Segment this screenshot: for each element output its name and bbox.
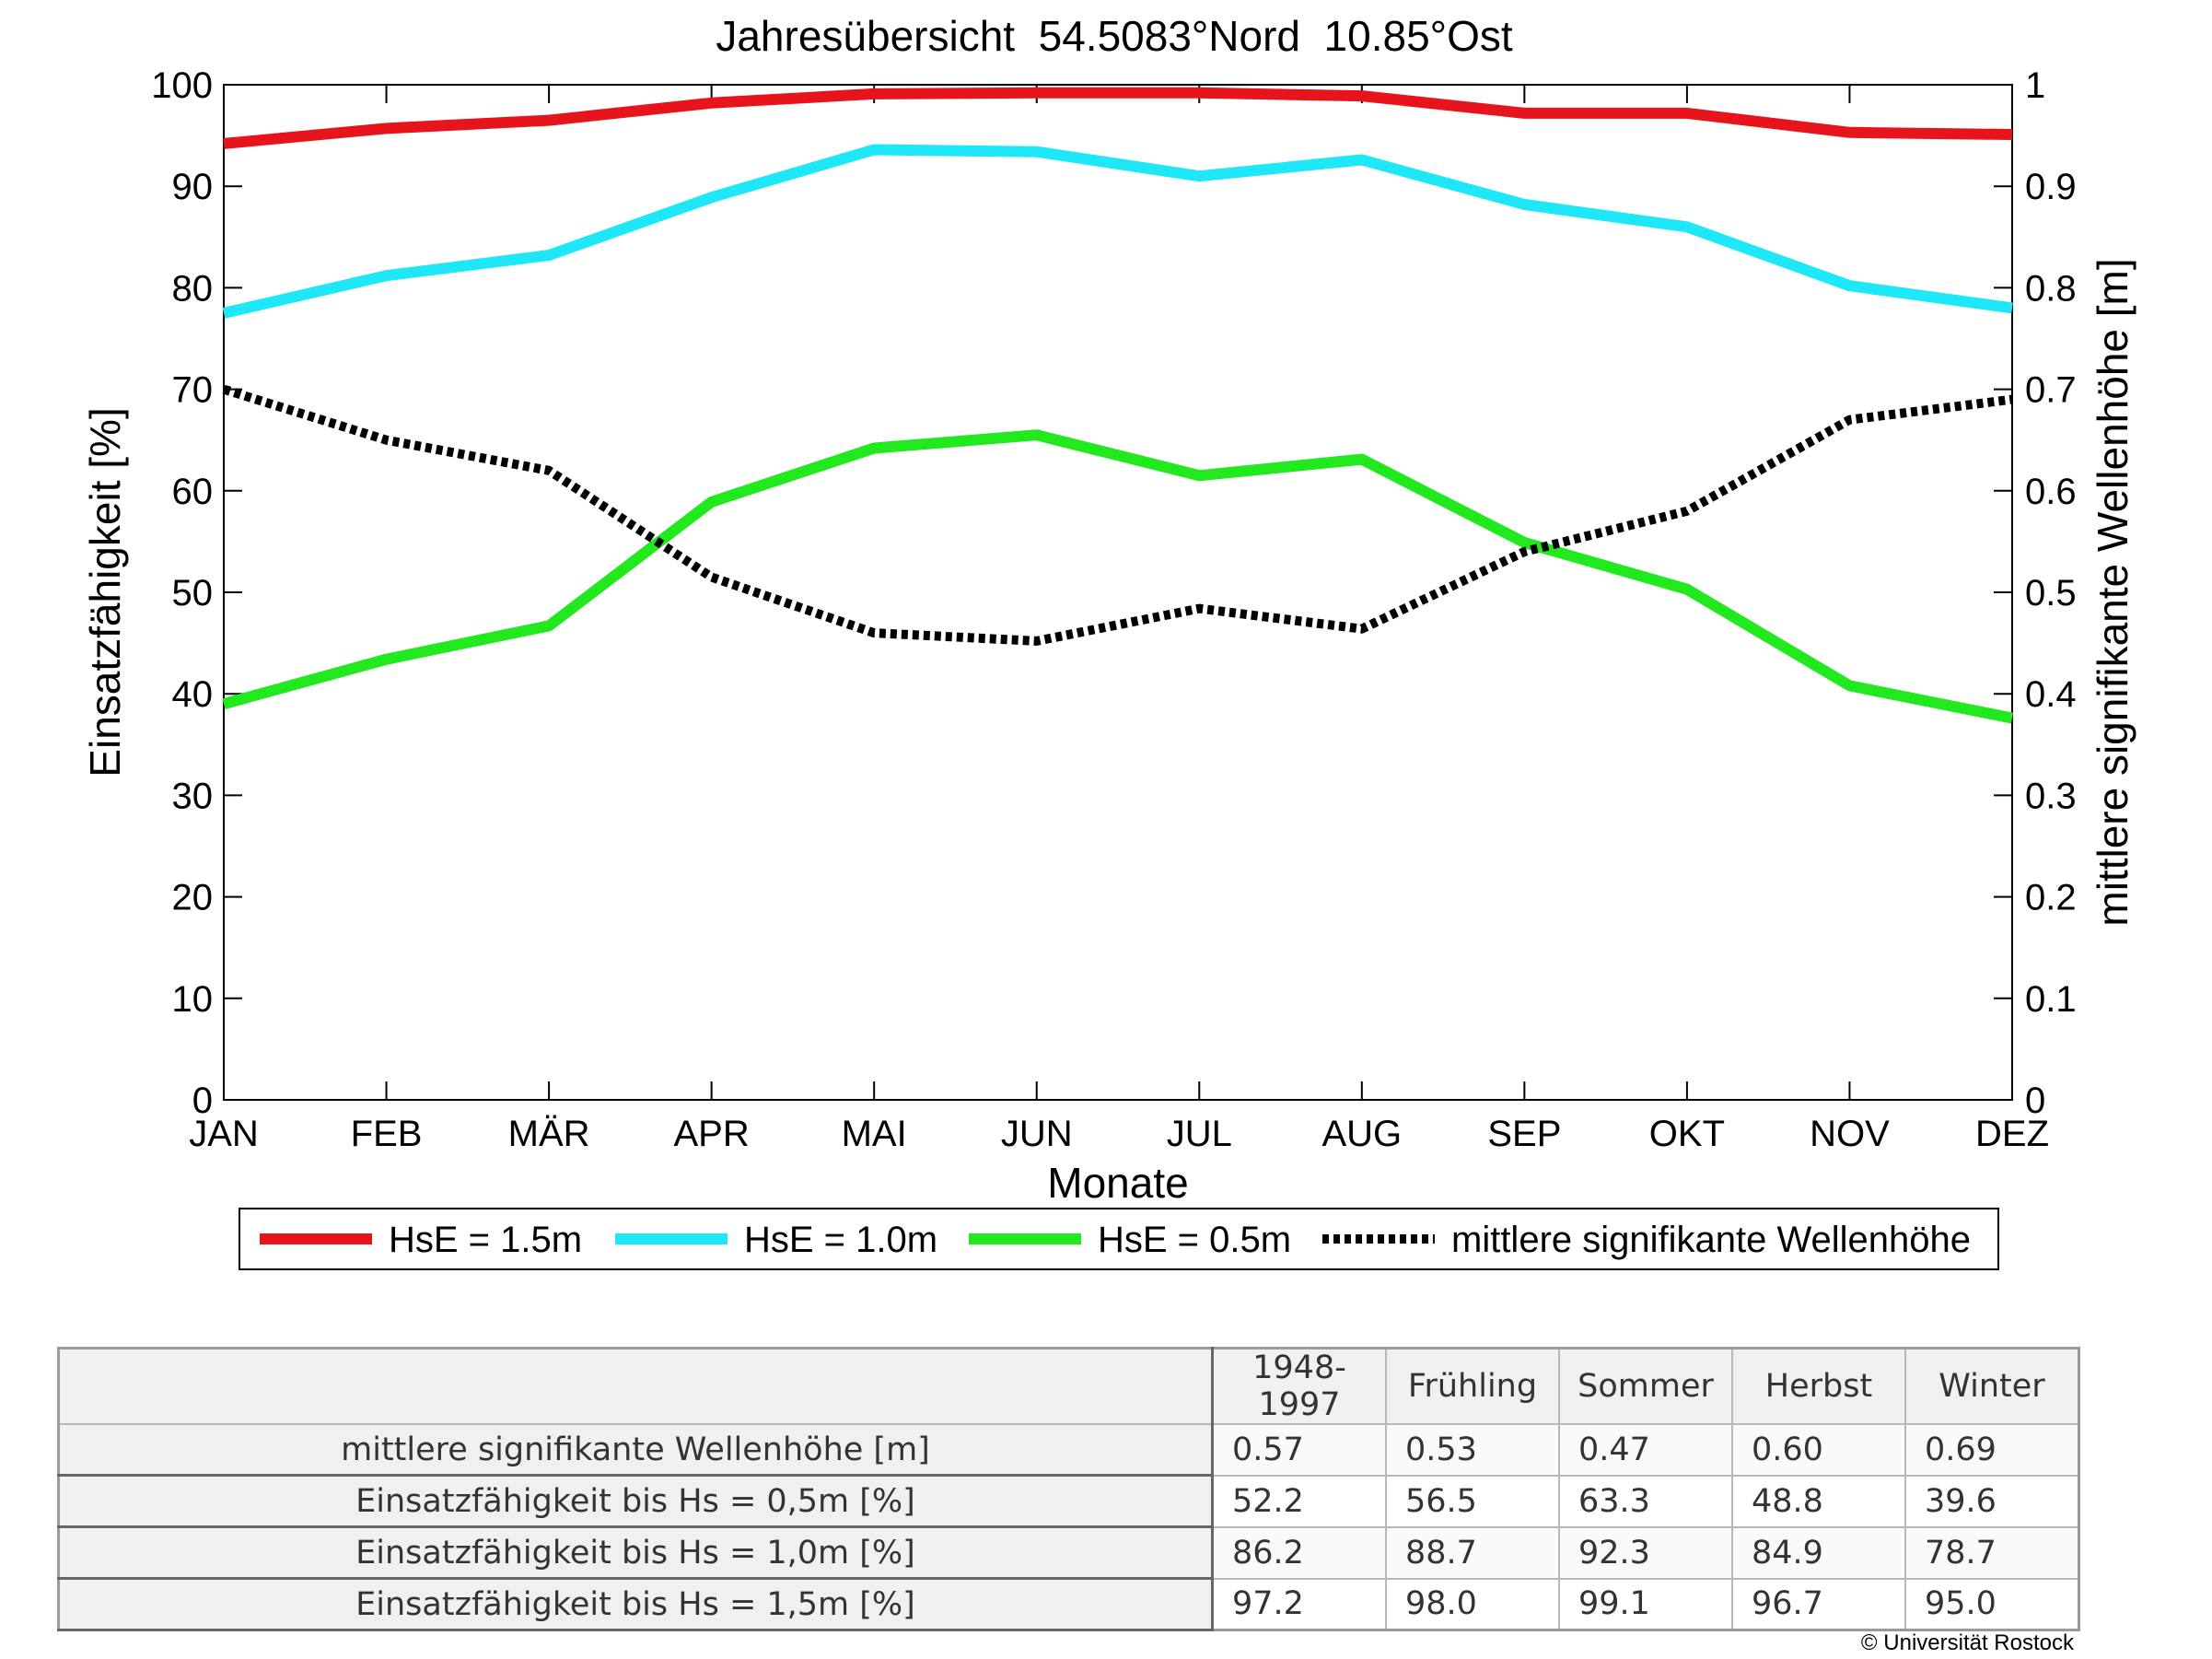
x-tick-label: SEP — [1487, 1114, 1561, 1154]
y-tick-label-left: 80 — [172, 268, 214, 309]
table-cell: 0.60 — [1731, 1423, 1906, 1477]
plot-area — [223, 84, 2013, 1101]
y-tick-label-left: 60 — [172, 472, 214, 512]
table-cell: 0.47 — [1558, 1423, 1733, 1477]
copyright-notice: © Universität Rostock — [1860, 1630, 2074, 1655]
y-tick-label-right: 0.3 — [2025, 776, 2077, 816]
y-tick-label-left: 70 — [172, 370, 214, 411]
table-row: Einsatzfähigkeit bis Hs = 1,5m [%] 97.2 … — [57, 1577, 2080, 1631]
y-axis-label-right: mittlere signifikante Wellenhöhe [m] — [2089, 258, 2136, 926]
statistics-table: 1948-1997 Frühling Sommer Herbst Winter … — [57, 1347, 2080, 1631]
series-lines — [222, 87, 2014, 724]
x-tick-label: JAN — [189, 1114, 259, 1154]
table-cell: 0.57 — [1211, 1423, 1387, 1477]
row-label: Einsatzfähigkeit bis Hs = 1,0m [%] — [57, 1525, 1214, 1580]
table-header-spring: Frühling — [1385, 1347, 1560, 1425]
x-axis-label: Monate — [1047, 1159, 1188, 1207]
table-cell: 96.7 — [1731, 1577, 1906, 1631]
series-line — [222, 429, 2014, 724]
y-tick-label-right: 0.4 — [2025, 674, 2077, 715]
table-header-autumn: Herbst — [1731, 1347, 1906, 1425]
row-label: Einsatzfähigkeit bis Hs = 1,5m [%] — [57, 1577, 1214, 1631]
table-cell: 48.8 — [1731, 1474, 1906, 1528]
y-tick-label-right: 0.5 — [2025, 573, 2077, 613]
x-tick-label: AUG — [1321, 1114, 1402, 1154]
legend: HsE = 1.5m HsE = 1.0m HsE = 0.5m mittlere s… — [239, 1208, 1999, 1270]
x-tick-label: JUN — [1001, 1114, 1073, 1154]
table-row: Einsatzfähigkeit bis Hs = 1,0m [%] 86.2 … — [57, 1525, 2080, 1580]
legend-label: HsE = 1.5m — [389, 1220, 582, 1260]
table-header-summer: Sommer — [1558, 1347, 1733, 1425]
y-tick-label-left: 0 — [192, 1081, 213, 1121]
table-cell: 52.2 — [1211, 1474, 1387, 1528]
y-tick-label-right: 0.7 — [2025, 370, 2077, 411]
series-line — [223, 87, 2013, 149]
axis-ticks: 0 10 20 30 40 50 60 70 80 90 100 0 0.1 0.2 0.3 0.4 0.5 0.… — [151, 65, 2076, 1154]
chart: Jahresübersicht 54.5083°Nord 10.85°Ost 0… — [81, 12, 2136, 1270]
table-cell: 0.69 — [1904, 1423, 2080, 1477]
table-cell: 63.3 — [1558, 1474, 1733, 1528]
x-tick-label: OKT — [1649, 1114, 1725, 1154]
table-header-row: 1948-1997 Frühling Sommer Herbst Winter — [57, 1347, 2080, 1425]
x-tick-label: MÄR — [508, 1114, 590, 1154]
series-line — [222, 144, 2013, 319]
y-axis-label-left: Einsatzfähigkeit [%] — [81, 407, 129, 777]
table-cell: 86.2 — [1211, 1525, 1387, 1580]
y-tick-label-right: 0 — [2025, 1081, 2045, 1121]
chart-title: Jahresübersicht 54.5083°Nord 10.85°Ost — [716, 12, 1513, 60]
y-tick-label-right: 0.9 — [2025, 167, 2077, 207]
table-row: Einsatzfähigkeit bis Hs = 0,5m [%] 52.2 … — [57, 1474, 2080, 1528]
y-tick-label-left: 40 — [172, 674, 214, 715]
legend-label: mittlere signifikante Wellenhöhe — [1451, 1220, 1971, 1260]
x-tick-label: APR — [674, 1114, 750, 1154]
table-header-winter: Winter — [1904, 1347, 2080, 1425]
x-tick-label: DEZ — [1975, 1114, 2049, 1154]
table-cell: 97.2 — [1211, 1577, 1387, 1631]
y-tick-label-left: 30 — [172, 776, 214, 816]
table-cell: 98.0 — [1385, 1577, 1560, 1631]
y-tick-label-left: 20 — [172, 878, 214, 918]
table-cell: 78.7 — [1904, 1525, 2080, 1580]
table-header-period: 1948-1997 — [1211, 1347, 1387, 1425]
table-cell: 56.5 — [1385, 1474, 1560, 1528]
row-label: Einsatzfähigkeit bis Hs = 0,5m [%] — [57, 1474, 1214, 1528]
series-line — [222, 384, 2013, 646]
y-tick-label-right: 0.8 — [2025, 268, 2077, 309]
y-tick-label-right: 0.1 — [2025, 979, 2077, 1020]
table-cell: 95.0 — [1904, 1577, 2080, 1631]
y-tick-label-left: 100 — [151, 65, 213, 106]
x-tick-label: NOV — [1810, 1114, 1890, 1154]
row-label: mittlere signifikante Wellenhöhe [m] — [57, 1423, 1214, 1477]
table-corner-cell — [57, 1347, 1214, 1425]
x-tick-label: FEB — [351, 1114, 423, 1154]
x-tick-label: MAI — [842, 1114, 907, 1154]
table-row: mittlere signifikante Wellenhöhe [m] 0.5… — [57, 1423, 2080, 1477]
x-tick-label: JUL — [1167, 1114, 1232, 1154]
table-cell: 88.7 — [1385, 1525, 1560, 1580]
table-cell: 0.53 — [1385, 1423, 1560, 1477]
y-tick-label-right: 0.2 — [2025, 878, 2077, 918]
table-cell: 92.3 — [1558, 1525, 1733, 1580]
legend-box — [239, 1208, 1999, 1270]
table-cell: 99.1 — [1558, 1577, 1733, 1631]
y-tick-label-right: 1 — [2025, 65, 2045, 106]
table-cell: 84.9 — [1731, 1525, 1906, 1580]
y-tick-label-left: 90 — [172, 167, 214, 207]
legend-label: HsE = 0.5m — [1098, 1220, 1291, 1260]
legend-label: HsE = 1.0m — [744, 1220, 937, 1260]
y-tick-label-left: 50 — [172, 573, 214, 613]
y-tick-label-left: 10 — [172, 979, 214, 1020]
table-cell: 39.6 — [1904, 1474, 2080, 1528]
y-tick-label-right: 0.6 — [2025, 472, 2077, 512]
